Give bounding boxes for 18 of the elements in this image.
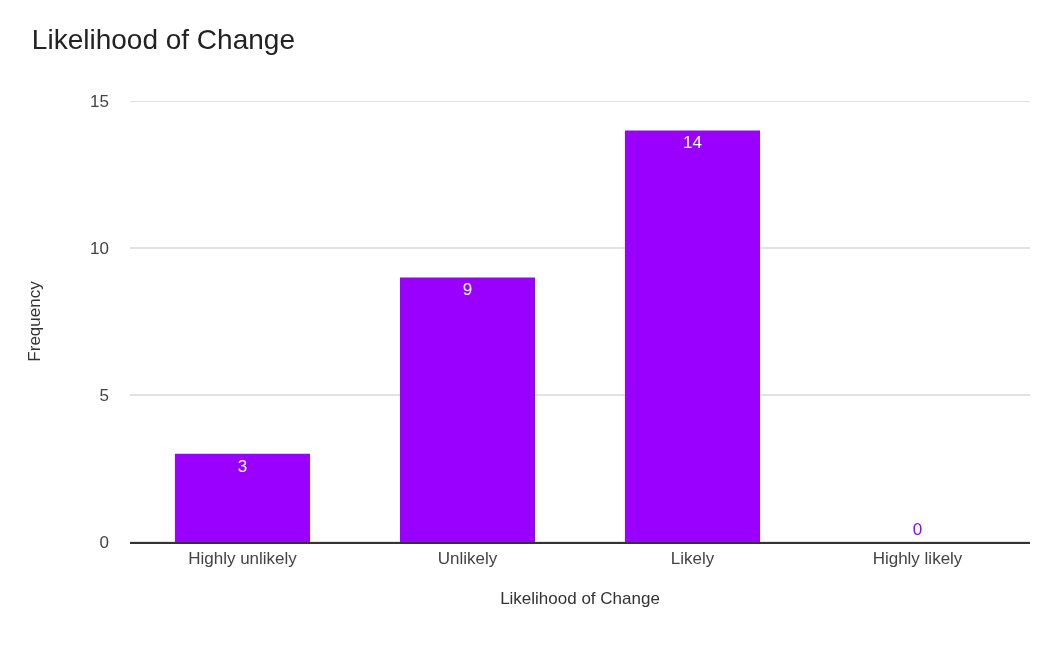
y-tick-label: 0 <box>99 532 109 552</box>
x-tick-label: Unlikely <box>437 549 498 569</box>
x-tick-label: Highly likely <box>872 549 963 569</box>
data-label: 3 <box>237 456 248 476</box>
x-tick-label: Highly unlikely <box>188 549 298 569</box>
y-tick-label: 10 <box>90 238 109 258</box>
y-axis-title: Frequency <box>24 280 44 362</box>
bar <box>625 130 760 542</box>
x-axis-title: Likelihood of Change <box>500 589 660 609</box>
data-label: 9 <box>462 280 473 300</box>
chart-title: Likelihood of Change <box>31 23 295 55</box>
y-tick-label: 15 <box>90 91 109 111</box>
x-tick-label: Likely <box>670 549 715 569</box>
data-label: 14 <box>683 133 702 153</box>
bar <box>175 453 310 542</box>
y-tick-label: 5 <box>99 385 109 405</box>
bar <box>400 277 535 542</box>
data-label: 0 <box>912 520 923 539</box>
